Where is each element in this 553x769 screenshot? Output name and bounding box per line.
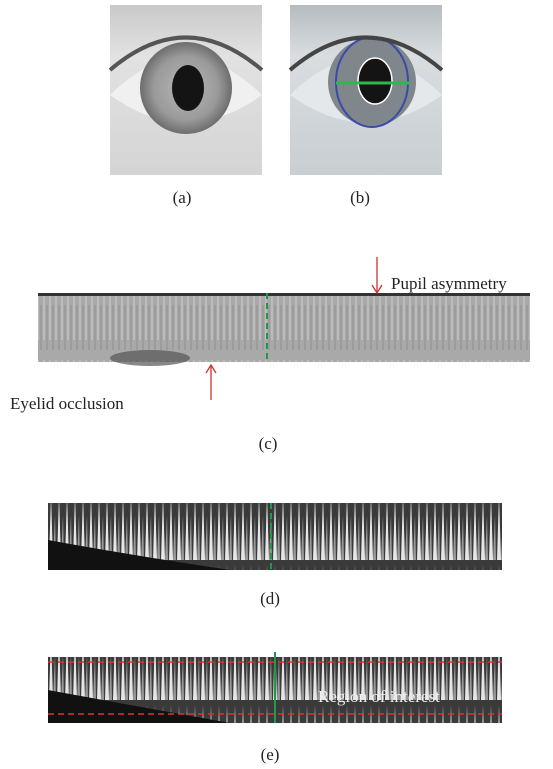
annotation: Eyelid occlusion <box>10 394 124 413</box>
normalized-iris-c <box>38 293 530 366</box>
panel-label: (c) <box>259 434 278 453</box>
eye-image-a <box>110 5 262 175</box>
panel-label: (a) <box>173 188 192 207</box>
figure: (a) (b) Pupil asymmetry Eyelid occlusion… <box>0 0 553 769</box>
enhanced-iris-d <box>48 503 502 570</box>
panel-label: (b) <box>350 188 370 207</box>
panel-label: (d) <box>260 589 280 608</box>
annotation: Pupil asymmetry <box>391 274 507 293</box>
panel-label: (e) <box>261 745 280 764</box>
eye-image-b <box>290 5 442 175</box>
annotation: Region of interest <box>318 687 440 706</box>
